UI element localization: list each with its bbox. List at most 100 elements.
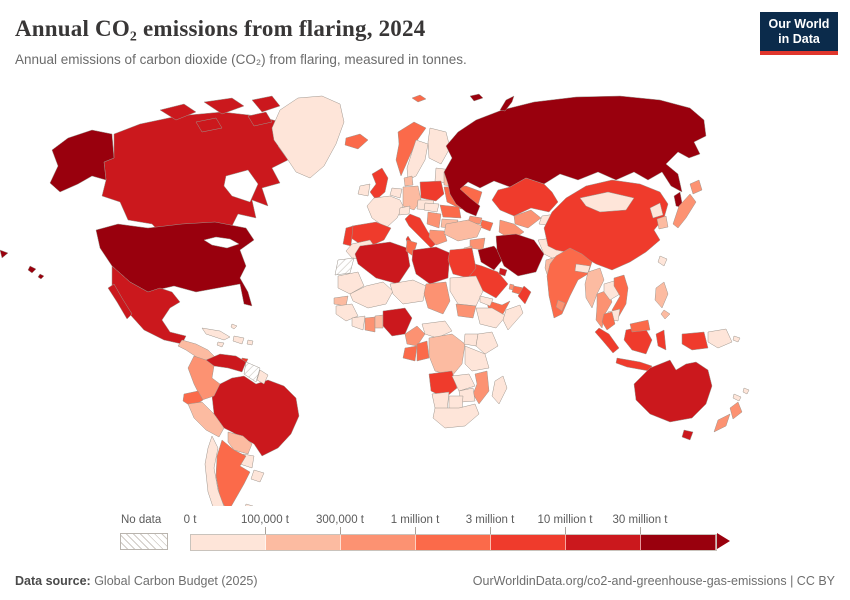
country-malaysia-borneo[interactable] (629, 319, 651, 333)
country-switzerland[interactable] (398, 205, 411, 216)
country-chile[interactable] (204, 435, 226, 506)
country-ivory-coast[interactable] (351, 315, 366, 331)
country-angola[interactable] (428, 370, 458, 399)
country-colombia[interactable] (187, 355, 221, 401)
country-car[interactable] (421, 320, 453, 339)
country-greenland[interactable] (271, 95, 345, 179)
country-western-sahara[interactable] (334, 257, 355, 276)
country-chad[interactable] (423, 281, 451, 315)
country-usa-alaska[interactable] (49, 129, 115, 193)
country-south-africa[interactable] (432, 403, 480, 429)
country-bolivia[interactable] (227, 431, 253, 455)
country-bahamas[interactable] (230, 323, 238, 330)
country-senegal[interactable] (333, 295, 349, 307)
country-falklands[interactable] (245, 503, 254, 506)
country-south-sudan[interactable] (455, 303, 477, 319)
country-canada-arctic-5[interactable] (247, 111, 273, 127)
country-cameroon[interactable] (404, 325, 426, 347)
legend-bin-6[interactable] (566, 535, 641, 550)
country-balkans[interactable] (426, 211, 442, 229)
country-portugal[interactable] (342, 225, 354, 247)
legend-bin-5[interactable] (491, 535, 566, 550)
country-argentina[interactable] (215, 439, 251, 506)
legend-bin-1[interactable] (191, 535, 266, 550)
country-indonesia-java[interactable] (615, 357, 653, 372)
legend-bin-2[interactable] (266, 535, 341, 550)
country-drc[interactable] (428, 333, 466, 377)
country-uruguay[interactable] (250, 469, 265, 483)
country-myanmar[interactable] (584, 267, 605, 309)
country-mongolia[interactable] (579, 191, 635, 213)
credit-link[interactable]: OurWorldinData.org/co2-and-greenhouse-ga… (472, 574, 835, 588)
country-jamaica[interactable] (216, 341, 225, 348)
country-norway-svalbard[interactable] (411, 94, 427, 103)
country-norway[interactable] (395, 121, 427, 177)
country-new-zealand[interactable] (713, 401, 743, 433)
legend-bin-3[interactable] (341, 535, 416, 550)
country-iran[interactable] (495, 233, 545, 277)
country-mauritania[interactable] (337, 271, 365, 295)
country-canada-arctic-3[interactable] (251, 95, 281, 113)
country-new-caledonia[interactable] (732, 393, 742, 402)
country-iceland[interactable] (344, 133, 369, 150)
country-japan-honshu[interactable] (672, 193, 697, 229)
country-guyana-suriname[interactable] (243, 361, 261, 383)
country-uk[interactable] (369, 167, 389, 201)
country-uzbekistan[interactable] (513, 209, 542, 229)
country-fiji[interactable] (742, 387, 750, 395)
country-kuwait[interactable] (498, 267, 508, 277)
country-eritrea[interactable] (479, 295, 494, 307)
country-tasmania[interactable] (681, 429, 694, 441)
country-usa-hawaii[interactable] (0, 249, 45, 280)
country-north-korea[interactable] (649, 202, 664, 219)
country-indonesia-sumatra[interactable] (594, 327, 620, 354)
country-russia[interactable] (443, 95, 707, 217)
country-australia[interactable] (633, 359, 713, 423)
country-cuba[interactable] (201, 327, 231, 341)
country-greece[interactable] (428, 229, 448, 246)
country-gabon[interactable] (402, 345, 418, 362)
country-niger[interactable] (389, 279, 427, 305)
country-japan-hokkaido[interactable] (689, 179, 703, 195)
country-peru[interactable] (187, 401, 225, 438)
country-nigeria[interactable] (382, 307, 413, 337)
country-philippines[interactable] (654, 281, 671, 320)
country-canada[interactable] (101, 111, 296, 241)
country-ireland[interactable] (357, 183, 371, 197)
country-russia-novaya-zemlya[interactable] (469, 93, 515, 112)
country-azerbaijan[interactable] (479, 219, 494, 232)
country-puerto-rico[interactable] (246, 339, 254, 346)
country-congo[interactable] (416, 340, 430, 362)
country-mexico-baja[interactable] (107, 283, 133, 320)
country-mozambique[interactable] (472, 370, 490, 405)
country-togo-benin[interactable] (374, 314, 384, 329)
country-canada-arctic-1[interactable] (159, 103, 197, 121)
country-sri-lanka[interactable] (555, 299, 566, 312)
country-kenya[interactable] (475, 331, 499, 355)
country-egypt[interactable] (447, 247, 477, 279)
country-malaysia-peninsula[interactable] (601, 311, 616, 331)
country-zambia[interactable] (451, 373, 476, 392)
country-kazakhstan[interactable] (491, 177, 559, 217)
country-canada-arctic-4[interactable] (195, 117, 223, 133)
country-libya[interactable] (411, 246, 451, 285)
country-poland[interactable] (419, 180, 445, 202)
country-indonesia-sulawesi[interactable] (655, 329, 667, 351)
legend-no-data-swatch[interactable] (120, 533, 168, 550)
country-turkey[interactable] (443, 219, 483, 242)
country-venezuela[interactable] (205, 353, 247, 373)
country-tanzania[interactable] (464, 345, 490, 372)
country-canada-arctic-2[interactable] (203, 97, 245, 115)
country-oman[interactable] (517, 285, 532, 305)
country-south-korea[interactable] (656, 215, 669, 230)
country-france[interactable] (366, 195, 404, 229)
owid-logo[interactable]: Our World in Data (760, 12, 838, 55)
legend-bin-4[interactable] (416, 535, 491, 550)
country-hungary[interactable] (423, 202, 440, 213)
country-french-guiana[interactable] (256, 369, 269, 385)
country-algeria[interactable] (354, 241, 411, 285)
country-benelux[interactable] (389, 187, 403, 199)
country-mali[interactable] (349, 281, 394, 309)
country-romania[interactable] (439, 204, 462, 219)
country-finland[interactable] (427, 127, 451, 165)
